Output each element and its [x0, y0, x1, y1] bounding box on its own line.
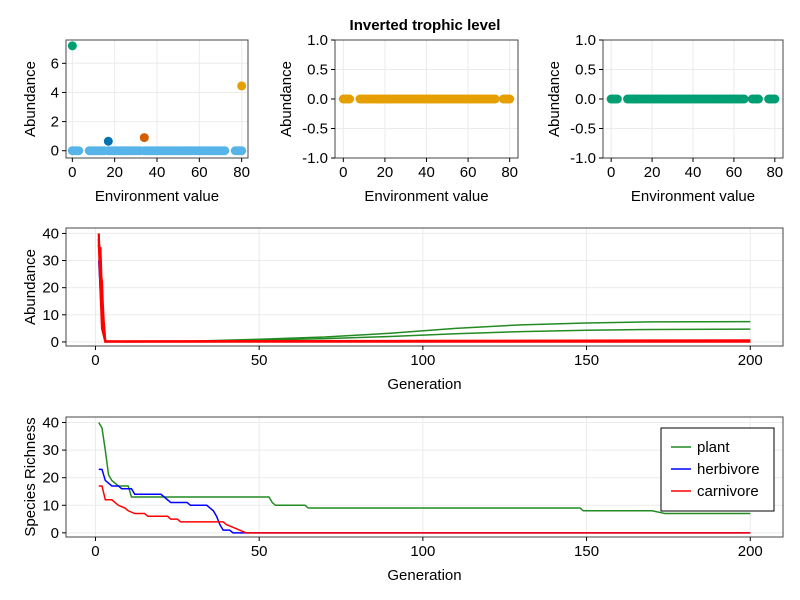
y-tick-label: 30 [42, 253, 59, 270]
x-tick-label: 200 [738, 543, 763, 560]
y-tick-label: 20 [42, 280, 59, 297]
y-axis-label: Abundance [278, 61, 295, 137]
x-tick-label: 80 [233, 164, 250, 181]
x-tick-label: 50 [251, 543, 268, 560]
x-tick-label: 60 [191, 164, 208, 181]
x-tick-label: 60 [726, 164, 743, 181]
x-tick-label: 20 [377, 164, 394, 181]
scatter-point [490, 94, 500, 104]
plot-area [338, 94, 515, 104]
y-tick-label: 1.0 [575, 32, 596, 49]
scatter-point [770, 94, 780, 104]
y-tick-label: 0 [51, 525, 59, 542]
y-tick-label: 40 [42, 225, 59, 242]
series-line-4 [97, 244, 751, 343]
plot-area [97, 233, 751, 343]
scatter-point [237, 81, 247, 91]
scatter-point [739, 94, 749, 104]
scatter-point [345, 94, 355, 104]
scatter-point [74, 146, 84, 156]
x-tick-label: 200 [738, 352, 763, 369]
scatter-point [612, 94, 622, 104]
y-tick-label: 6 [51, 55, 59, 72]
y-tick-label: 20 [42, 470, 59, 487]
y-tick-label: 0.0 [307, 91, 328, 108]
legend: plant herbivore carnivore [660, 427, 775, 512]
scatter-point [237, 146, 247, 156]
legend-label-herbivore: herbivore [697, 461, 760, 478]
x-tick-label: 150 [574, 352, 599, 369]
y-tick-label: 10 [42, 307, 59, 324]
x-axis-label: Environment value [364, 188, 488, 205]
y-axis-label: Species Richness [22, 417, 39, 536]
y-tick-label: -1.0 [570, 150, 596, 167]
y-tick-label: -0.5 [570, 121, 596, 138]
series-line-carnivore [98, 485, 751, 534]
y-axis-label: Abundance [22, 61, 39, 137]
y-tick-label: 0.5 [575, 62, 596, 79]
scatter-point [753, 94, 763, 104]
x-tick-label: 40 [418, 164, 435, 181]
x-tick-label: 100 [410, 543, 435, 560]
y-tick-label: -1.0 [302, 150, 328, 167]
scatter-point [505, 94, 515, 104]
plot-area [98, 422, 751, 534]
panel-abundance-env-3: 0 20 40 60 80 -1.0 -0.5 0.0 0.5 1.0 Environment va… [546, 32, 784, 205]
legend-label-plant: plant [697, 439, 730, 456]
series-line-1 [97, 238, 751, 343]
x-tick-label: 100 [410, 352, 435, 369]
y-tick-label: 1.0 [307, 32, 328, 49]
y-tick-label: 4 [51, 84, 59, 101]
x-axis-label: Generation [387, 567, 461, 584]
y-tick-label: 40 [42, 415, 59, 432]
x-tick-label: 0 [339, 164, 347, 181]
x-tick-label: 0 [607, 164, 615, 181]
x-tick-label: 150 [574, 543, 599, 560]
scatter-point [139, 133, 149, 143]
legend-label-carnivore: carnivore [697, 483, 759, 500]
y-tick-label: 10 [42, 497, 59, 514]
x-tick-label: 60 [460, 164, 477, 181]
x-tick-label: 20 [644, 164, 661, 181]
x-tick-label: 40 [149, 164, 166, 181]
axes-frame [65, 416, 784, 538]
x-tick-label: 0 [91, 543, 99, 560]
y-axis-label: Abundance [546, 61, 563, 137]
plot-area [606, 94, 780, 104]
x-tick-label: 0 [91, 352, 99, 369]
x-tick-label: 0 [68, 164, 76, 181]
scatter-point [67, 41, 77, 51]
scatter-point [103, 136, 113, 146]
panel-abundance-generation: 0 50 100 150 200 0 10 20 30 40 Generation Abundance [22, 225, 784, 393]
y-axis-label: Abundance [22, 249, 39, 325]
panel-abundance-env-2: 0 20 40 60 80 -1.0 -0.5 0.0 0.5 1.0 Environment va… [278, 32, 519, 205]
series-line-herbivore [98, 468, 751, 534]
x-tick-label: 20 [106, 164, 123, 181]
panel-abundance-env-1: 0 20 40 60 80 0 2 4 6 Environment value Abundance [22, 39, 250, 205]
y-tick-label: 0.0 [575, 91, 596, 108]
plot-area [67, 41, 247, 156]
scatter-point [220, 146, 230, 156]
x-axis-label: Environment value [95, 188, 219, 205]
y-tick-label: 30 [42, 442, 59, 459]
axes-frame [65, 227, 784, 347]
y-tick-label: -0.5 [302, 121, 328, 138]
x-tick-label: 80 [766, 164, 783, 181]
x-axis-label: Environment value [631, 188, 755, 205]
figure-title: Inverted trophic level [350, 17, 501, 34]
x-axis-label: Generation [387, 376, 461, 393]
y-tick-label: 0 [51, 143, 59, 160]
series-line-plant [98, 422, 751, 515]
x-tick-label: 50 [251, 352, 268, 369]
y-tick-label: 0 [51, 334, 59, 351]
y-tick-label: 2 [51, 114, 59, 131]
x-tick-label: 40 [685, 164, 702, 181]
series-line-5 [97, 238, 751, 343]
y-tick-label: 0.5 [307, 62, 328, 79]
panel-species-richness: 0 50 100 150 200 0 10 20 30 40 Generation Species R… [22, 415, 784, 584]
x-tick-label: 80 [501, 164, 518, 181]
